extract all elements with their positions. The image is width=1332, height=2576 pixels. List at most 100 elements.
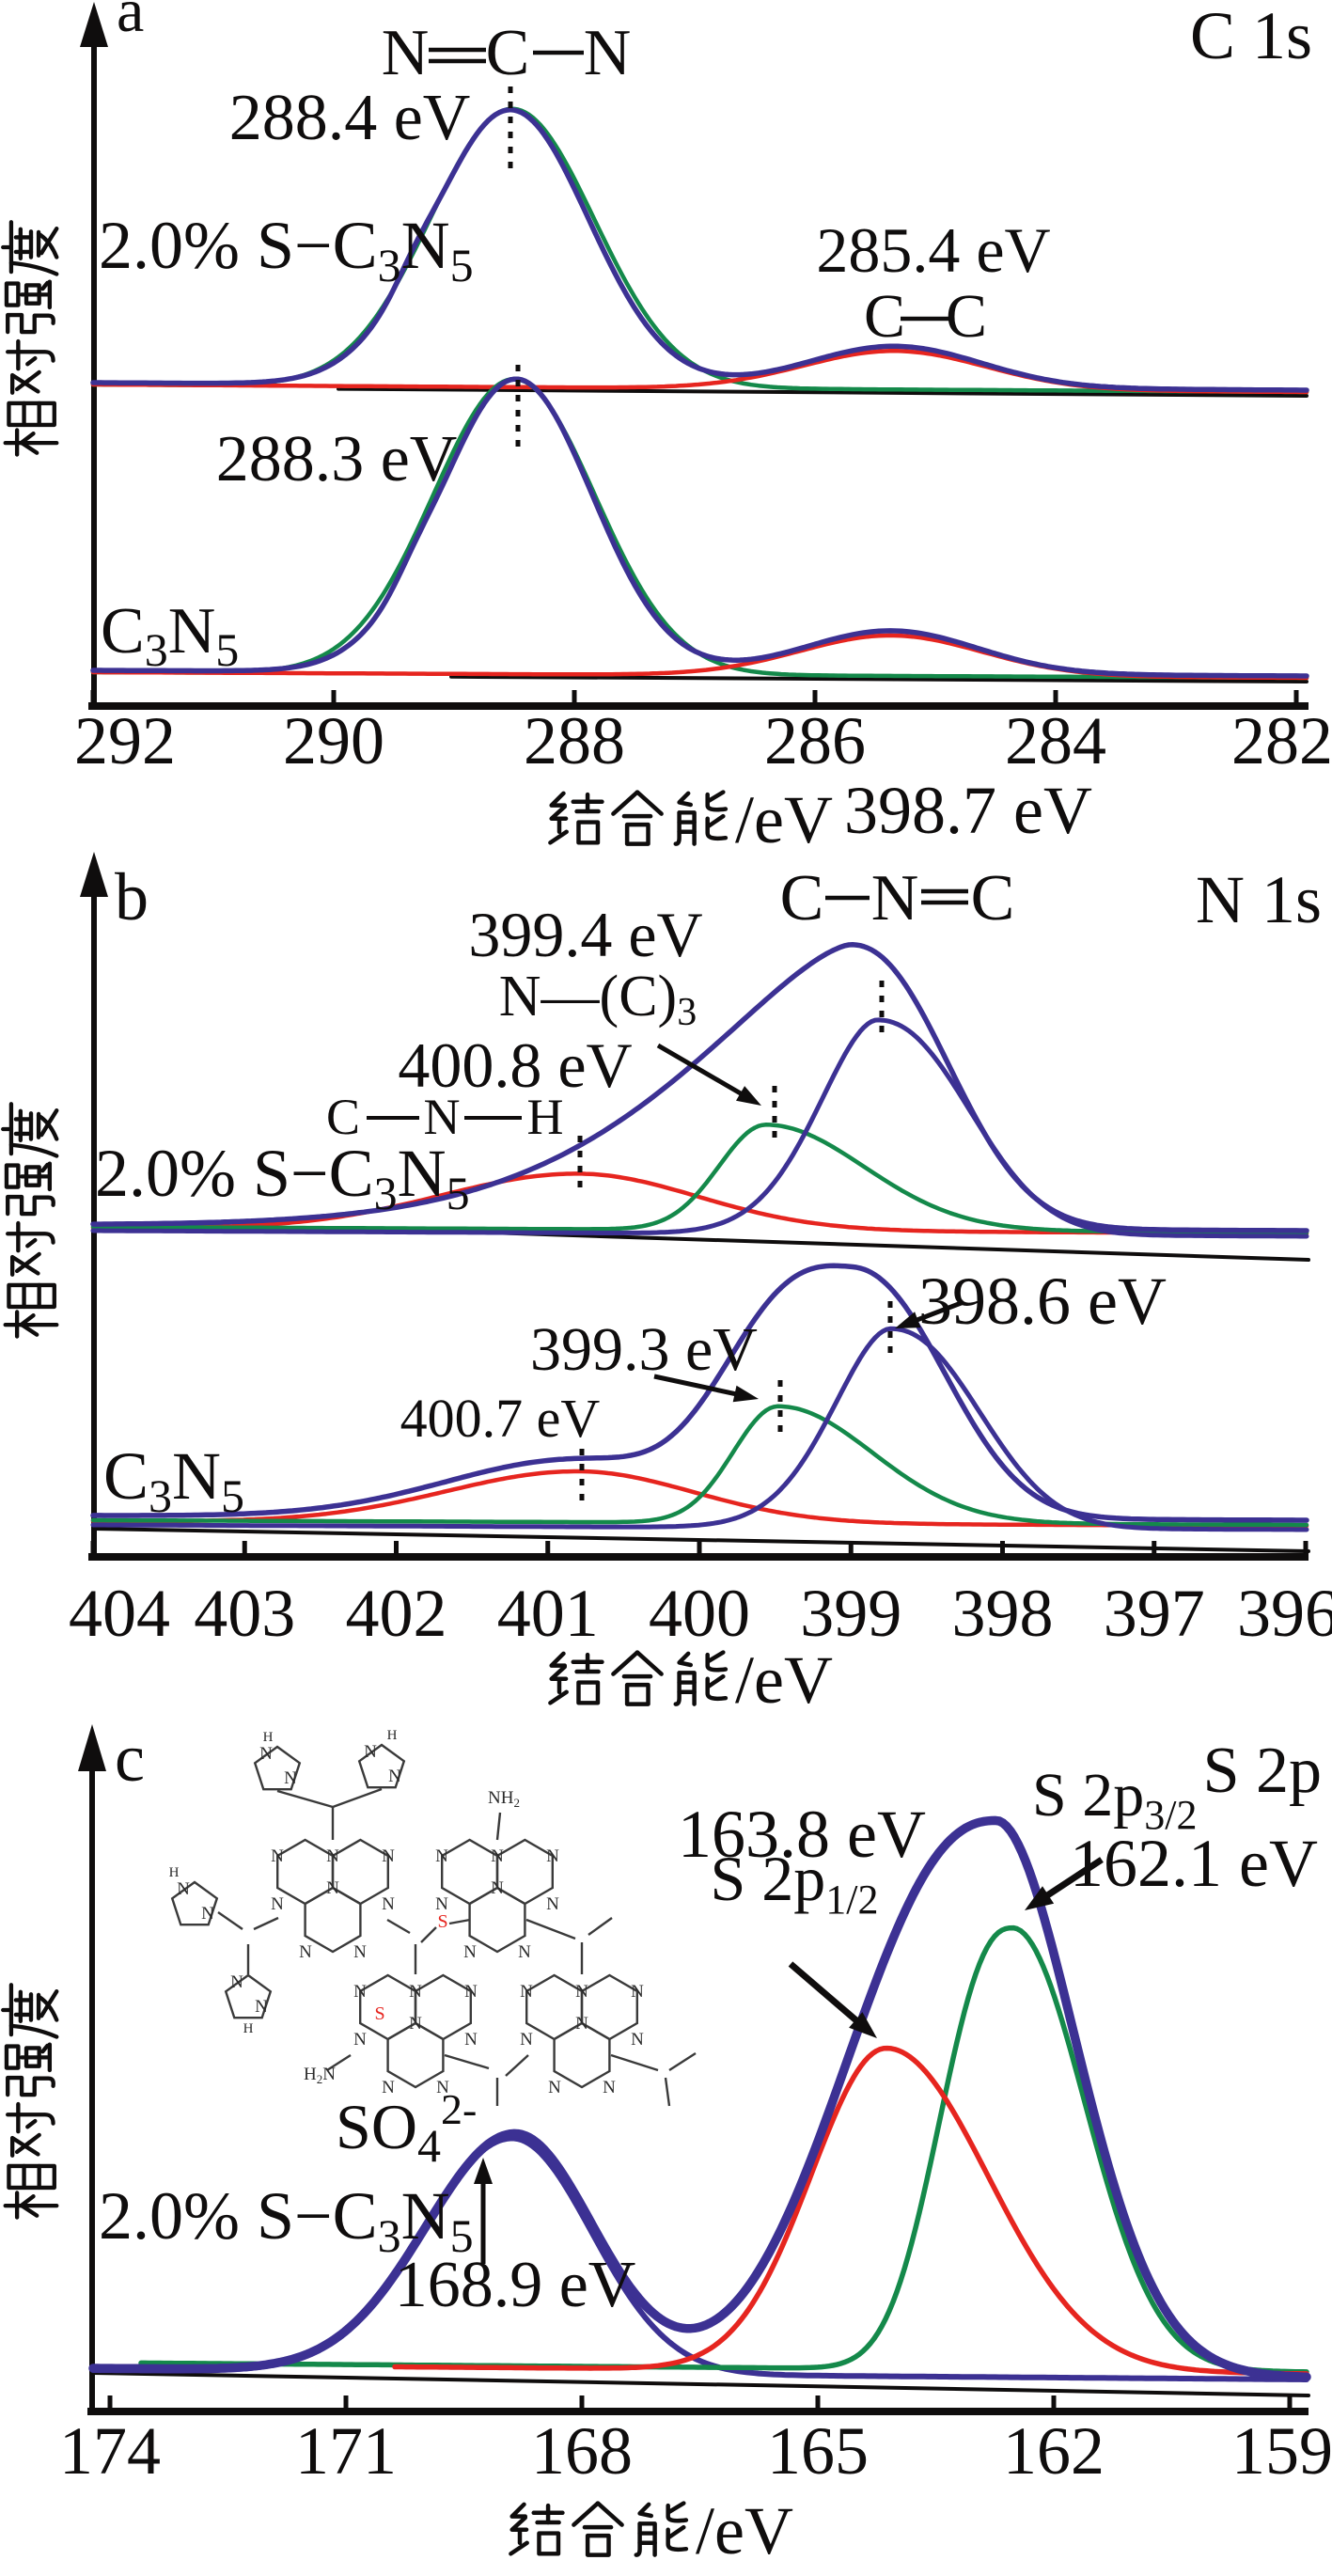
svg-text:400.8 eV: 400.8 eV — [398, 1029, 632, 1101]
svg-text:168: 168 — [531, 2413, 633, 2489]
svg-text:N: N — [230, 1972, 243, 1992]
svg-text:N: N — [546, 1846, 559, 1866]
svg-text:N: N — [271, 1846, 284, 1866]
svg-text:a: a — [117, 0, 144, 45]
svg-text:N—(C)3​: N—(C)3​ — [499, 965, 697, 1034]
svg-text:284: 284 — [1005, 703, 1106, 778]
svg-text:/eV: /eV — [735, 1642, 833, 1718]
svg-text:404: 404 — [69, 1576, 170, 1651]
svg-text:398.7 eV: 398.7 eV — [844, 773, 1092, 848]
svg-text:400.7 eV: 400.7 eV — [400, 1388, 601, 1449]
svg-text:399.3 eV: 399.3 eV — [530, 1315, 758, 1384]
svg-text:N: N — [518, 1942, 531, 1962]
svg-text:N: N — [382, 1846, 395, 1866]
svg-text:H: H — [527, 1089, 564, 1145]
svg-text:N: N — [409, 1982, 422, 2002]
svg-text:/eV: /eV — [735, 782, 833, 857]
svg-text:396: 396 — [1237, 1576, 1332, 1651]
svg-text:N: N — [382, 2078, 395, 2097]
svg-text:N: N — [201, 1904, 214, 1924]
svg-text:N: N — [491, 1878, 504, 1898]
svg-text:N: N — [326, 1846, 339, 1866]
svg-text:399.4 eV: 399.4 eV — [468, 899, 702, 970]
svg-text:C: C — [864, 282, 905, 351]
svg-text:N: N — [491, 1846, 504, 1866]
svg-text:b: b — [115, 859, 149, 935]
svg-text:2.0% S−C3​N5​: 2.0% S−C3​N5​ — [99, 208, 474, 291]
svg-text:C 1s: C 1s — [1190, 0, 1312, 73]
svg-text:C: C — [326, 1089, 360, 1145]
svg-text:N: N — [284, 1768, 297, 1788]
svg-text:N: N — [464, 1982, 478, 2002]
svg-text:162.1 eV: 162.1 eV — [1070, 1826, 1318, 1901]
svg-text:163.8 eV: 163.8 eV — [678, 1797, 926, 1872]
svg-text:171: 171 — [295, 2413, 397, 2489]
svg-text:N: N — [353, 1942, 367, 1962]
svg-text:282: 282 — [1231, 703, 1332, 778]
svg-text:286: 286 — [764, 703, 866, 778]
svg-text:N: N — [388, 1767, 401, 1786]
svg-text:292: 292 — [74, 703, 176, 778]
svg-text:290: 290 — [283, 703, 384, 778]
svg-text:N: N — [326, 1878, 339, 1898]
svg-text:N: N — [603, 2078, 616, 2097]
svg-text:C: C — [780, 862, 824, 935]
svg-text:N: N — [271, 1894, 284, 1914]
svg-text:403: 403 — [194, 1576, 295, 1651]
svg-text:400: 400 — [649, 1576, 750, 1651]
svg-text:N: N — [364, 1742, 377, 1762]
svg-text:N: N — [435, 1846, 448, 1866]
svg-text:N: N — [436, 2078, 449, 2097]
svg-text:N: N — [409, 2014, 422, 2034]
svg-text:N: N — [520, 2030, 533, 2050]
svg-text:398.6 eV: 398.6 eV — [918, 1264, 1167, 1339]
svg-text:174: 174 — [59, 2413, 161, 2489]
svg-text:H: H — [263, 1730, 274, 1745]
svg-text:S 2p: S 2p — [1203, 1735, 1322, 1807]
svg-text:N: N — [575, 1982, 588, 2002]
svg-text:162: 162 — [1003, 2413, 1105, 2489]
svg-text:/eV: /eV — [696, 2493, 793, 2568]
svg-text:159: 159 — [1231, 2413, 1332, 2489]
svg-text:288.4 eV: 288.4 eV — [229, 82, 471, 154]
svg-text:C3​N5​: C3​N5​ — [103, 1438, 244, 1522]
svg-text:N: N — [575, 2014, 588, 2034]
svg-text:N: N — [584, 17, 632, 89]
svg-text:N: N — [631, 1982, 644, 2002]
svg-text:288: 288 — [524, 703, 625, 778]
svg-text:401: 401 — [497, 1576, 599, 1651]
svg-text:N 1s: N 1s — [1196, 862, 1322, 937]
svg-text:S: S — [437, 1911, 447, 1932]
svg-text:398: 398 — [952, 1576, 1054, 1651]
svg-text:N: N — [546, 1894, 559, 1914]
svg-text:N: N — [353, 1982, 367, 2002]
svg-text:N: N — [520, 1982, 533, 2002]
svg-text:N: N — [353, 2030, 367, 2050]
svg-text:2.0% S−C3​N5​: 2.0% S−C3​N5​ — [99, 2178, 474, 2262]
svg-text:N: N — [871, 862, 919, 935]
svg-text:285.4 eV: 285.4 eV — [816, 214, 1050, 286]
svg-text:C: C — [946, 282, 987, 351]
svg-text:N: N — [299, 1942, 312, 1962]
svg-text:H: H — [243, 2021, 254, 2036]
svg-text:C: C — [486, 17, 530, 89]
svg-text:N: N — [177, 1879, 190, 1899]
svg-text:399: 399 — [800, 1576, 901, 1651]
svg-text:N: N — [255, 1997, 268, 2017]
svg-text:N: N — [631, 2030, 644, 2050]
svg-text:NH2: NH2 — [488, 1788, 520, 1810]
svg-text:H2N: H2N — [304, 2065, 336, 2086]
svg-text:N: N — [382, 17, 430, 89]
svg-text:H: H — [169, 1865, 180, 1880]
svg-text:168.9 eV: 168.9 eV — [395, 2249, 636, 2321]
svg-text:S: S — [374, 2003, 384, 2024]
svg-text:402: 402 — [346, 1576, 447, 1651]
svg-text:N: N — [463, 1942, 477, 1962]
svg-text:N: N — [548, 2078, 561, 2097]
svg-text:N: N — [382, 1894, 395, 1914]
svg-text:397: 397 — [1104, 1576, 1205, 1651]
svg-text:H: H — [387, 1728, 398, 1743]
svg-text:N: N — [424, 1089, 461, 1145]
svg-text:165: 165 — [767, 2413, 869, 2489]
svg-text:N: N — [259, 1744, 273, 1764]
